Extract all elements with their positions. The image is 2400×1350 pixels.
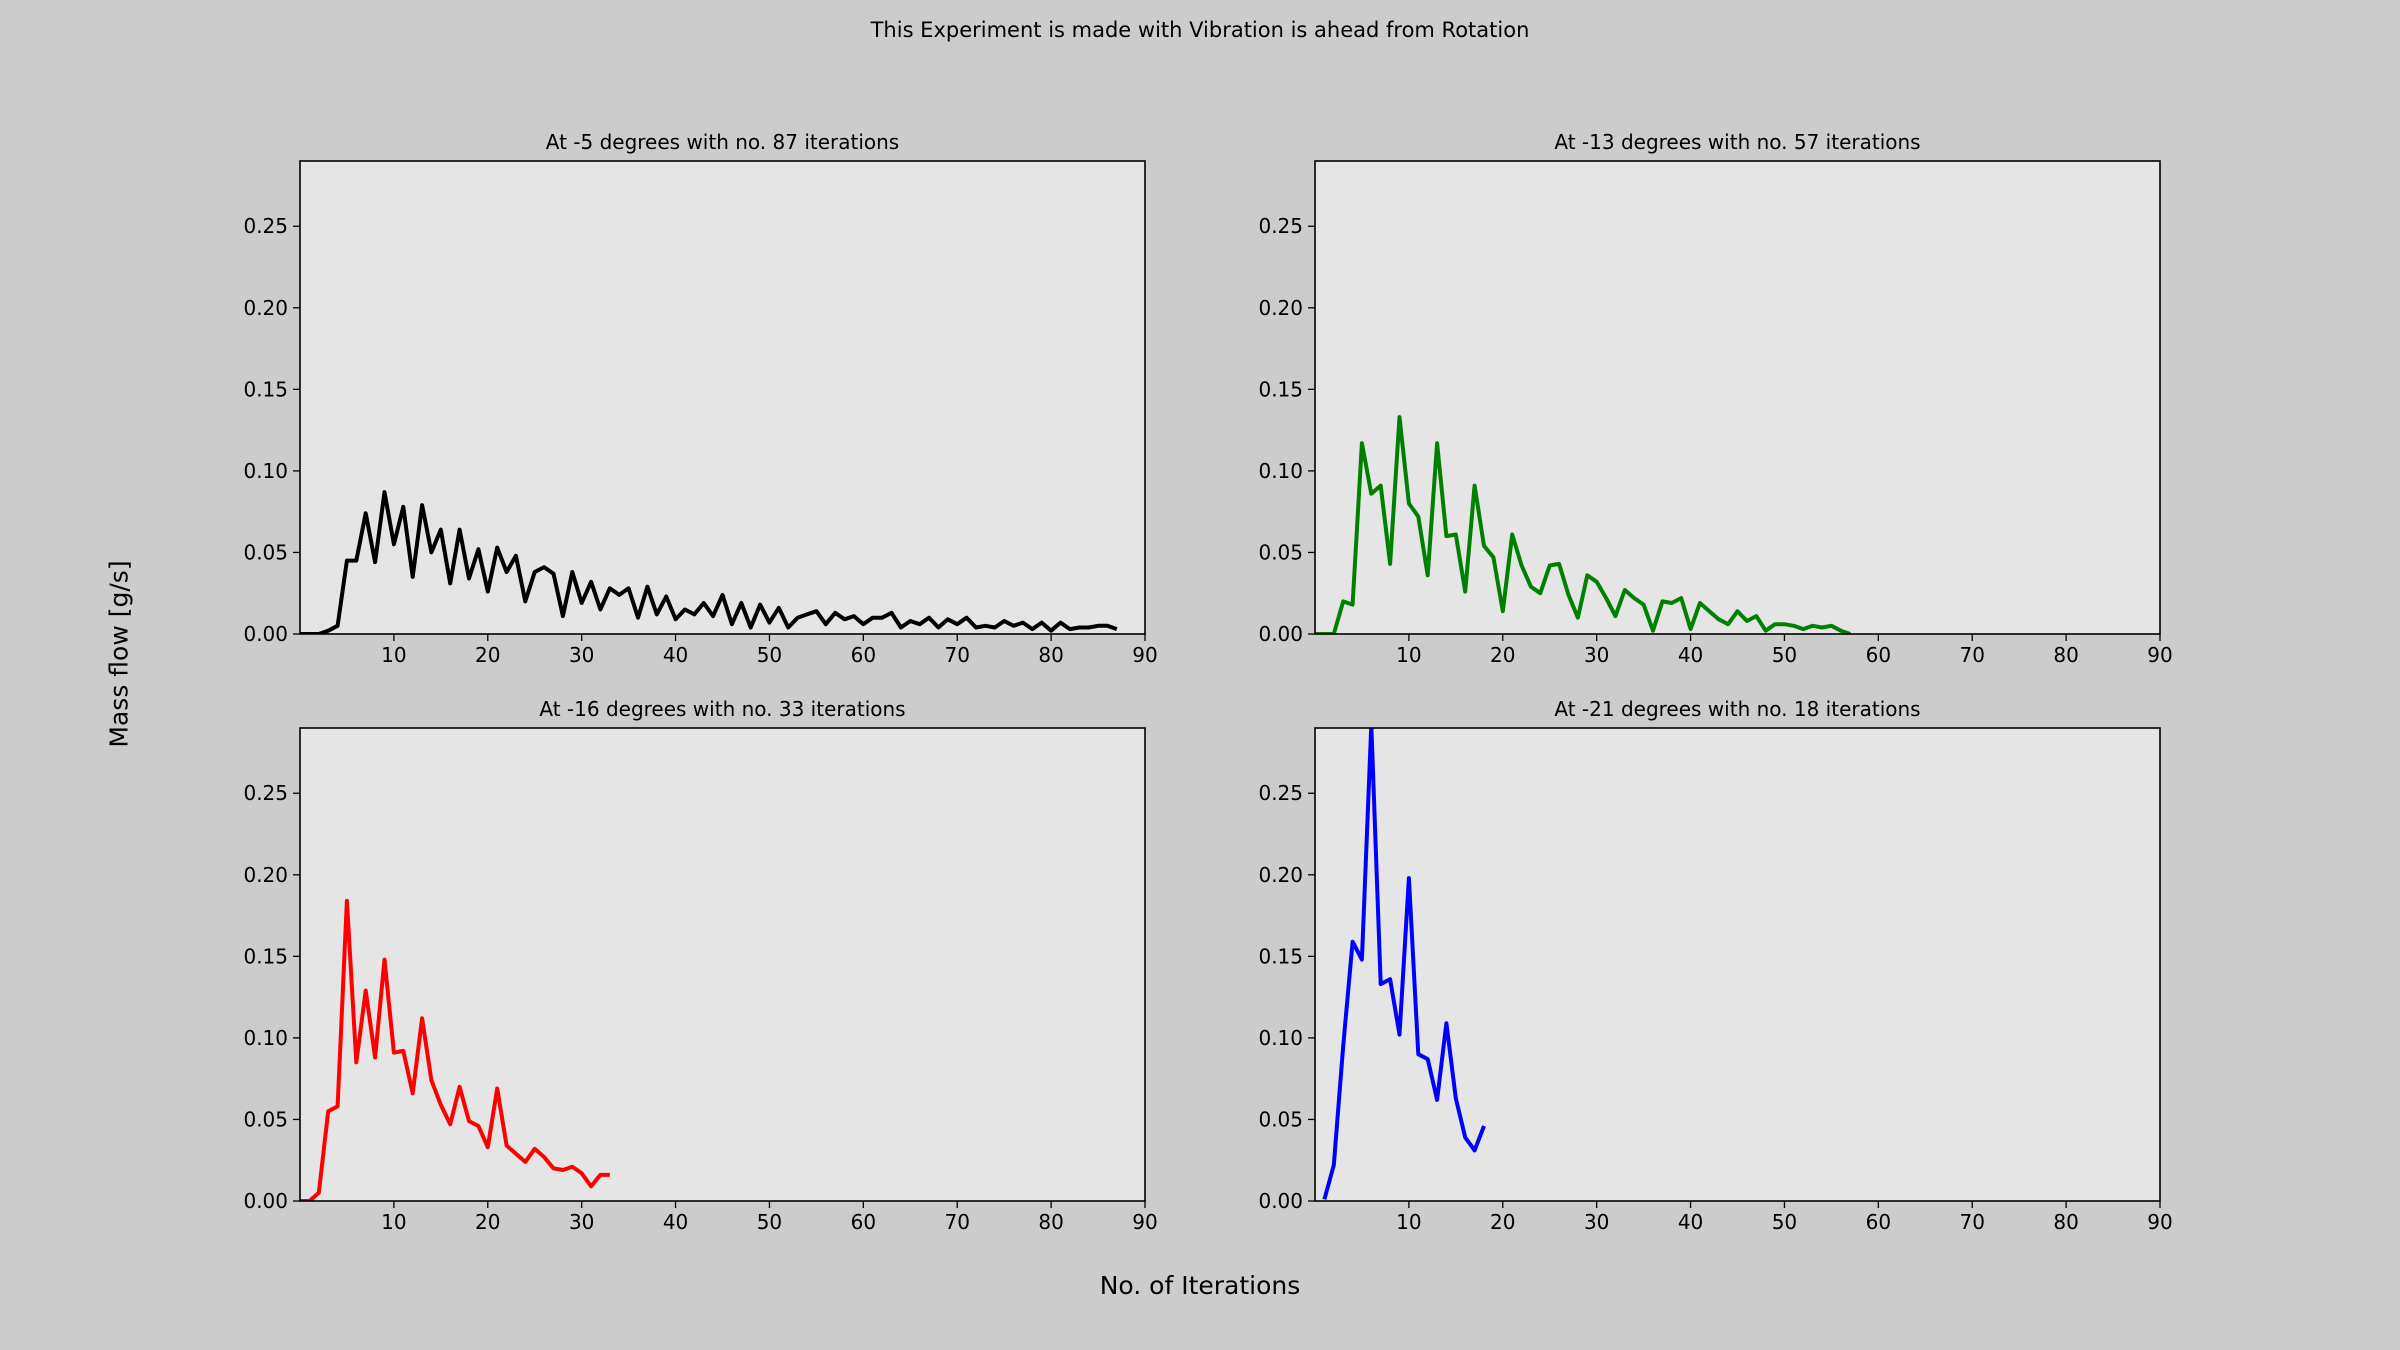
y-tick-label: 0.20: [243, 863, 288, 887]
x-tick-label: 70: [944, 643, 969, 667]
x-tick-label: 90: [1132, 643, 1157, 667]
x-tick-label: 70: [944, 1210, 969, 1234]
y-tick-label: 0.10: [1258, 1026, 1303, 1050]
subplot-title: At -13 degrees with no. 57 iterations: [1554, 130, 1920, 154]
axes-frame: [1314, 727, 2161, 1202]
x-tick-label: 60: [851, 643, 876, 667]
axes-frame: [1314, 160, 2161, 635]
series-line: [1315, 415, 1851, 634]
y-tick-label: 0.25: [243, 781, 288, 805]
y-tick-label: 0.15: [1258, 944, 1303, 968]
subplot-title: At -5 degrees with no. 87 iterations: [546, 130, 899, 154]
x-tick-label: 90: [1132, 1210, 1157, 1234]
subplot-3: At -16 degrees with no. 33 iterations 10 2…: [243, 697, 1157, 1234]
x-tick-label: 10: [1396, 1210, 1421, 1234]
subplot-title: At -16 degrees with no. 33 iterations: [539, 697, 905, 721]
x-tick-label: 40: [1678, 1210, 1703, 1234]
y-tick-label: 0.15: [1258, 377, 1303, 401]
plot-area: [1315, 161, 2160, 634]
y-tick-label: 0.00: [1258, 622, 1303, 646]
x-tick-label: 10: [1396, 643, 1421, 667]
x-tick-label: 60: [1866, 1210, 1891, 1234]
x-tick-label: 20: [475, 643, 500, 667]
x-tick-label: 30: [1584, 1210, 1609, 1234]
figure-suptitle: This Experiment is made with Vibration i…: [870, 18, 1530, 42]
subplot-1: At -5 degrees with no. 87 iterations 10 20…: [243, 130, 1157, 667]
subplot-4: At -21 degrees with no. 18 iterations 10 2…: [1258, 697, 2172, 1234]
x-tick-label: 20: [1490, 643, 1515, 667]
x-tick-label: 30: [569, 1210, 594, 1234]
x-tick-label: 90: [2147, 643, 2172, 667]
x-tick-label: 80: [2053, 643, 2078, 667]
y-tick-label: 0.05: [243, 1107, 288, 1131]
figure-xlabel: No. of Iterations: [1099, 1271, 1301, 1300]
y-tick-label: 0.20: [1258, 863, 1303, 887]
x-tick-label: 10: [381, 643, 406, 667]
plot-area: [300, 161, 1145, 634]
series-line: [1322, 728, 1486, 1200]
subplot-2: At -13 degrees with no. 57 iterations 10 2…: [1258, 130, 2172, 667]
x-tick-label: 40: [1678, 643, 1703, 667]
x-tick-label: 60: [1866, 643, 1891, 667]
y-tick-label: 0.00: [1258, 1189, 1303, 1213]
y-tick-label: 0.15: [243, 377, 288, 401]
x-tick-label: 40: [663, 1210, 688, 1234]
y-tick-label: 0.05: [1258, 1107, 1303, 1131]
y-tick-label: 0.00: [243, 1189, 288, 1213]
x-tick-label: 70: [1959, 643, 1984, 667]
y-tick-label: 0.25: [1258, 781, 1303, 805]
plot-area: [1315, 728, 2160, 1201]
y-tick-label: 0.10: [243, 1026, 288, 1050]
axes-frame: [299, 160, 1146, 635]
axes-frame: [299, 727, 1146, 1202]
x-tick-label: 70: [1959, 1210, 1984, 1234]
x-tick-label: 80: [1038, 643, 1063, 667]
x-tick-label: 80: [2053, 1210, 2078, 1234]
x-tick-label: 50: [757, 643, 782, 667]
x-tick-label: 10: [381, 1210, 406, 1234]
x-tick-label: 50: [757, 1210, 782, 1234]
y-tick-label: 0.20: [243, 296, 288, 320]
y-tick-label: 0.15: [243, 944, 288, 968]
x-tick-label: 90: [2147, 1210, 2172, 1234]
subplot-title: At -21 degrees with no. 18 iterations: [1554, 697, 1920, 721]
y-tick-label: 0.05: [243, 540, 288, 564]
x-tick-label: 50: [1772, 643, 1797, 667]
x-tick-label: 60: [851, 1210, 876, 1234]
x-tick-label: 20: [1490, 1210, 1515, 1234]
y-tick-label: 0.10: [243, 459, 288, 483]
y-tick-label: 0.00: [243, 622, 288, 646]
y-tick-label: 0.10: [1258, 459, 1303, 483]
plot-area: [300, 728, 1145, 1201]
series-line: [300, 898, 610, 1201]
x-tick-label: 80: [1038, 1210, 1063, 1234]
x-tick-label: 40: [663, 643, 688, 667]
y-tick-label: 0.25: [243, 214, 288, 238]
x-tick-label: 30: [569, 643, 594, 667]
x-tick-label: 50: [1772, 1210, 1797, 1234]
x-tick-label: 30: [1584, 643, 1609, 667]
y-tick-label: 0.25: [1258, 214, 1303, 238]
x-tick-label: 20: [475, 1210, 500, 1234]
y-tick-label: 0.20: [1258, 296, 1303, 320]
series-line: [300, 490, 1118, 634]
y-tick-label: 0.05: [1258, 540, 1303, 564]
